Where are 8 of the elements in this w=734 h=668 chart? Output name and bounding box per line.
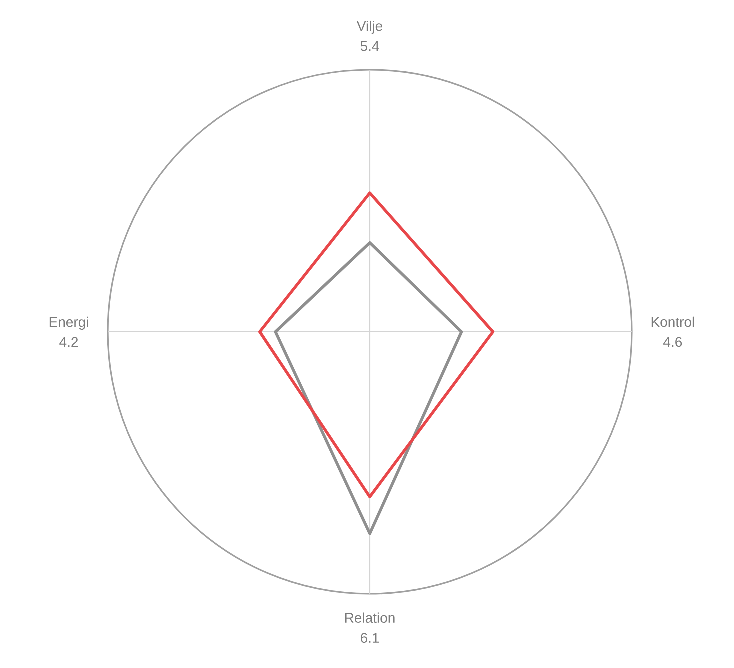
text: 4.2 [60,337,78,348]
spoke-label: Kontrol [652,316,694,328]
spoke-label: Vilje [356,20,382,34]
spoke-label: Energi [50,316,88,330]
text: 4.6 [664,337,682,348]
text: 6.1 [360,633,380,644]
text: 5.4 [360,41,380,52]
spoke-label: Relation [345,612,395,624]
